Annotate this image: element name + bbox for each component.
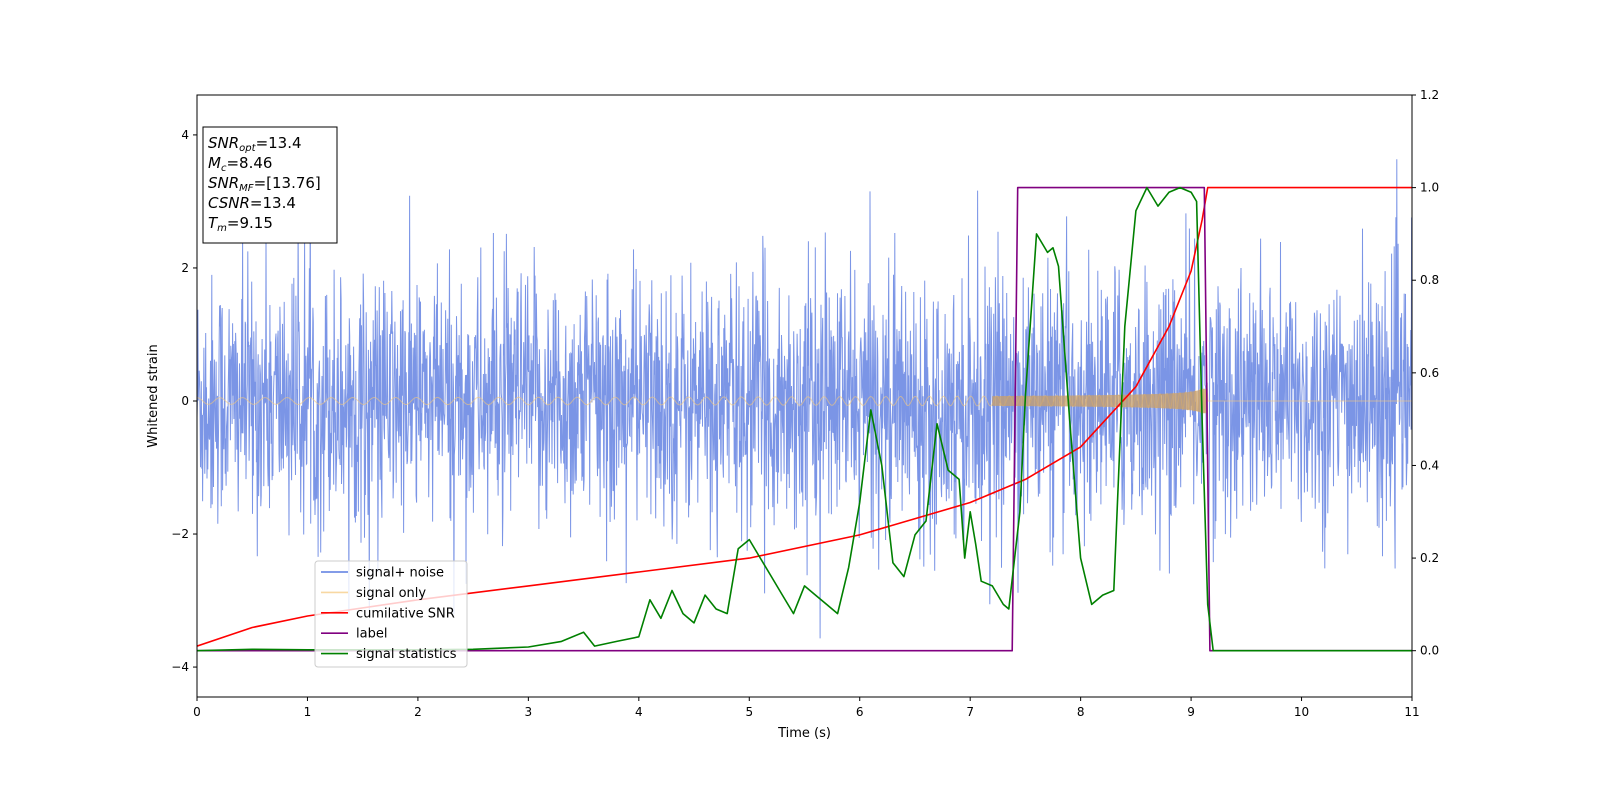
info-snr-mf-base: SNR	[208, 174, 239, 192]
x-tick-label: 0	[193, 705, 201, 719]
y2-tick-label: 0.8	[1420, 273, 1439, 287]
x-tick-label: 9	[1187, 705, 1195, 719]
signal-only-series	[197, 388, 1412, 414]
left-axis-ticks: −4 −2 0 2 4	[171, 128, 197, 674]
x-tick-label: 4	[635, 705, 643, 719]
legend-entry-label: signal+ noise	[356, 566, 444, 581]
legend-entry-label: signal statistics	[356, 647, 457, 662]
y-tick-label: 4	[181, 128, 189, 142]
info-tm-base: T	[208, 214, 219, 232]
y2-tick-label: 0.0	[1420, 644, 1439, 658]
info-csnr-value: =13.4	[250, 194, 296, 212]
legend-frame	[314, 560, 468, 668]
y2-tick-label: 1.2	[1420, 88, 1439, 102]
info-box-frame	[202, 126, 338, 244]
info-tm: Tm=9.15	[208, 214, 273, 234]
x-tick-label: 11	[1404, 705, 1419, 719]
x-tick-label: 2	[414, 705, 422, 719]
x-axis-label: Time (s)	[777, 726, 831, 741]
signal-statistics-line	[197, 186, 1412, 652]
info-mc-sub: c	[221, 163, 227, 174]
right-axis-ticks: 0.0 0.2 0.4 0.6 0.8 1.0 1.2	[1412, 88, 1439, 658]
info-snr-mf-value: =[13.76]	[254, 174, 321, 192]
y-tick-label: 2	[181, 261, 189, 275]
x-tick-label: 3	[525, 705, 533, 719]
y-tick-label: −2	[171, 527, 189, 541]
x-tick-label: 6	[856, 705, 864, 719]
y2-tick-label: 0.6	[1420, 366, 1439, 380]
x-axis-ticks: 0 1 2 3 4 5 6 7 8 9 10 11	[193, 697, 1420, 719]
info-tm-sub: m	[217, 223, 227, 234]
signal-plus-noise-line	[197, 157, 1412, 639]
x-tick-label: 1	[304, 705, 312, 719]
info-tm-value: =9.15	[227, 214, 273, 232]
info-mc-base: M	[208, 154, 221, 172]
info-mc: Mc=8.46	[208, 154, 272, 174]
info-csnr: CSNR=13.4	[208, 194, 296, 212]
y2-tick-label: 1.0	[1420, 181, 1439, 195]
legend: signal+ noise signal only cumilative SNR la…	[314, 560, 468, 668]
signal-plus-noise-series	[197, 157, 1412, 639]
info-snr-opt-value: =13.4	[256, 134, 302, 152]
info-mc-value: =8.46	[226, 154, 272, 172]
info-snr-opt-base: SNR	[208, 134, 239, 152]
plot-frame	[196, 94, 1413, 698]
info-snr-mf: SNRMF=[13.76]	[208, 174, 321, 194]
info-snr-mf-sub: MF	[239, 183, 254, 194]
info-snr-opt-sub: opt	[239, 143, 256, 154]
legend-entry-label: signal only	[356, 586, 426, 601]
signal-only-envelope	[992, 388, 1208, 414]
info-box: SNRopt=13.4 Mc=8.46 SNRMF=[13.76] CSNR=1…	[202, 126, 338, 244]
legend-entry-label: label	[356, 627, 387, 642]
y-tick-label: 0	[181, 394, 189, 408]
x-tick-label: 5	[745, 705, 753, 719]
info-snr-opt: SNRopt=13.4	[208, 134, 302, 154]
legend-entry-label: cumilative SNR	[356, 606, 455, 621]
y-tick-label: −4	[171, 660, 189, 674]
y2-tick-label: 0.4	[1420, 458, 1439, 472]
signal-only-line	[197, 388, 1412, 414]
x-tick-label: 10	[1294, 705, 1309, 719]
info-csnr-base: CSNR	[208, 194, 250, 212]
x-tick-label: 8	[1077, 705, 1085, 719]
y2-tick-label: 0.2	[1420, 551, 1439, 565]
y-axis-label: Whitened strain	[146, 344, 161, 447]
x-tick-label: 7	[966, 705, 974, 719]
